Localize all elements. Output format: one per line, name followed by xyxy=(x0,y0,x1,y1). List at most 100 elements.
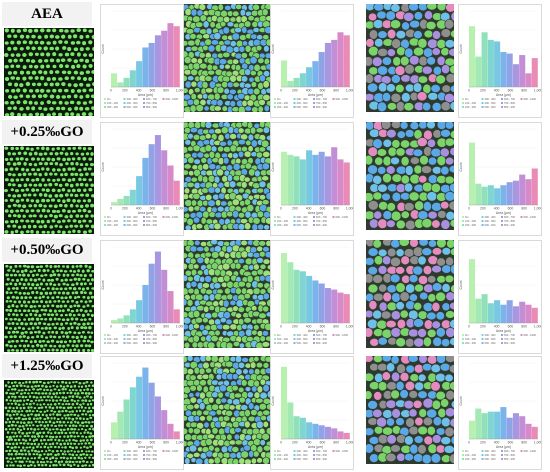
segmented-pore xyxy=(195,316,203,324)
segmented-pore xyxy=(221,105,228,112)
pore-dot xyxy=(41,188,46,192)
pore-dot xyxy=(27,172,32,176)
pore-dot xyxy=(12,203,17,207)
pore-dot xyxy=(8,327,13,330)
pore-dot xyxy=(73,450,77,453)
legend-swatch xyxy=(104,458,106,460)
pore-dot xyxy=(73,442,77,445)
segmented-pore xyxy=(248,402,255,410)
segmented-pore xyxy=(400,255,410,266)
pore-dot xyxy=(84,344,88,348)
segmented-pore xyxy=(207,433,216,440)
pore-dot xyxy=(50,278,55,282)
pore-dot xyxy=(34,413,38,417)
pore-dot xyxy=(37,443,41,446)
legend-swatch xyxy=(462,216,464,218)
pore-dot xyxy=(38,453,42,457)
pore-dot xyxy=(28,446,32,449)
segmented-pore xyxy=(449,130,454,139)
pore-dot xyxy=(58,335,61,339)
segmented-pore xyxy=(400,156,410,167)
segmented-pore xyxy=(193,263,200,270)
segmented-pore xyxy=(255,420,264,429)
pore-dot xyxy=(47,449,51,452)
pore-dot xyxy=(27,282,31,286)
segmented-pore xyxy=(184,80,192,89)
pore-dot xyxy=(7,305,11,309)
pore-dot xyxy=(37,46,42,51)
legend-label: 300 - 400 xyxy=(297,333,309,337)
pore-dot xyxy=(46,209,51,213)
legend-swatch xyxy=(501,450,503,452)
segmented-pore xyxy=(203,305,210,313)
histogram-bar xyxy=(111,422,118,439)
histogram-bar xyxy=(331,39,338,87)
segmented-pore xyxy=(232,305,239,312)
segmented-pore xyxy=(250,305,258,312)
pore-dot xyxy=(70,151,74,156)
pore-dot xyxy=(60,173,64,177)
pore-dot xyxy=(22,273,26,277)
pore-dot xyxy=(5,398,9,402)
legend-swatch xyxy=(123,334,126,336)
pore-dot xyxy=(4,335,8,339)
segmented-pore xyxy=(250,126,257,135)
pore-dot xyxy=(80,344,84,348)
segmented-pore xyxy=(386,28,397,40)
pore-dot xyxy=(61,208,66,213)
pore-dot xyxy=(6,296,10,300)
pore-dot xyxy=(33,183,38,187)
histogram-bar xyxy=(161,410,168,439)
histogram-bar xyxy=(494,41,501,87)
segmented-pore-map-svg xyxy=(182,240,270,348)
pore-dot xyxy=(57,389,61,392)
pore-dot xyxy=(66,291,70,295)
segmented-pore xyxy=(266,134,270,141)
x-tick-label: 1,000 xyxy=(534,325,541,329)
pore-dot xyxy=(48,194,53,198)
histogram-bar xyxy=(469,26,476,87)
pore-dot xyxy=(87,209,92,214)
legend-label: 200 - 300 xyxy=(277,457,289,461)
segmented-pore xyxy=(213,282,222,290)
segmented-pore xyxy=(213,32,222,41)
pore-dot xyxy=(41,295,45,299)
pore-dot xyxy=(20,421,23,424)
segmented-pore xyxy=(418,408,428,418)
pore-dot xyxy=(25,402,29,406)
pore-dot xyxy=(67,230,72,234)
pore-dot xyxy=(88,40,93,45)
segmented-pore xyxy=(256,187,265,194)
histogram-bar xyxy=(324,156,331,205)
legend-label: 800 - 900 xyxy=(316,223,328,227)
pore-dot xyxy=(35,112,40,116)
pore-dot xyxy=(62,335,66,338)
pore-dot xyxy=(69,278,73,282)
segmented-pore xyxy=(382,291,392,303)
segmented-pore xyxy=(413,11,423,21)
pore-dot xyxy=(13,388,17,391)
pore-dot xyxy=(10,438,13,441)
segmented-pore xyxy=(226,21,235,28)
pore-dot xyxy=(37,304,42,308)
pore-dot xyxy=(16,40,21,45)
legend-swatch xyxy=(123,220,126,222)
pore-dot xyxy=(29,340,33,344)
pore-dot xyxy=(37,463,41,467)
histogram-bar xyxy=(487,185,494,205)
pore-dot xyxy=(34,392,38,395)
pore-dot xyxy=(46,460,49,463)
pore-dot xyxy=(19,428,23,432)
pore-dot xyxy=(57,460,61,464)
pore-dot xyxy=(71,64,76,69)
segmented-pore xyxy=(253,263,260,271)
pore-dot xyxy=(86,286,90,291)
pore-dot xyxy=(59,151,64,155)
pore-dot xyxy=(74,291,79,295)
legend-label: 200 - 300 xyxy=(277,105,289,109)
pore-dot xyxy=(46,296,50,299)
segmented-pore xyxy=(440,28,452,38)
pore-dot xyxy=(46,178,51,182)
pore-dot xyxy=(61,387,65,391)
